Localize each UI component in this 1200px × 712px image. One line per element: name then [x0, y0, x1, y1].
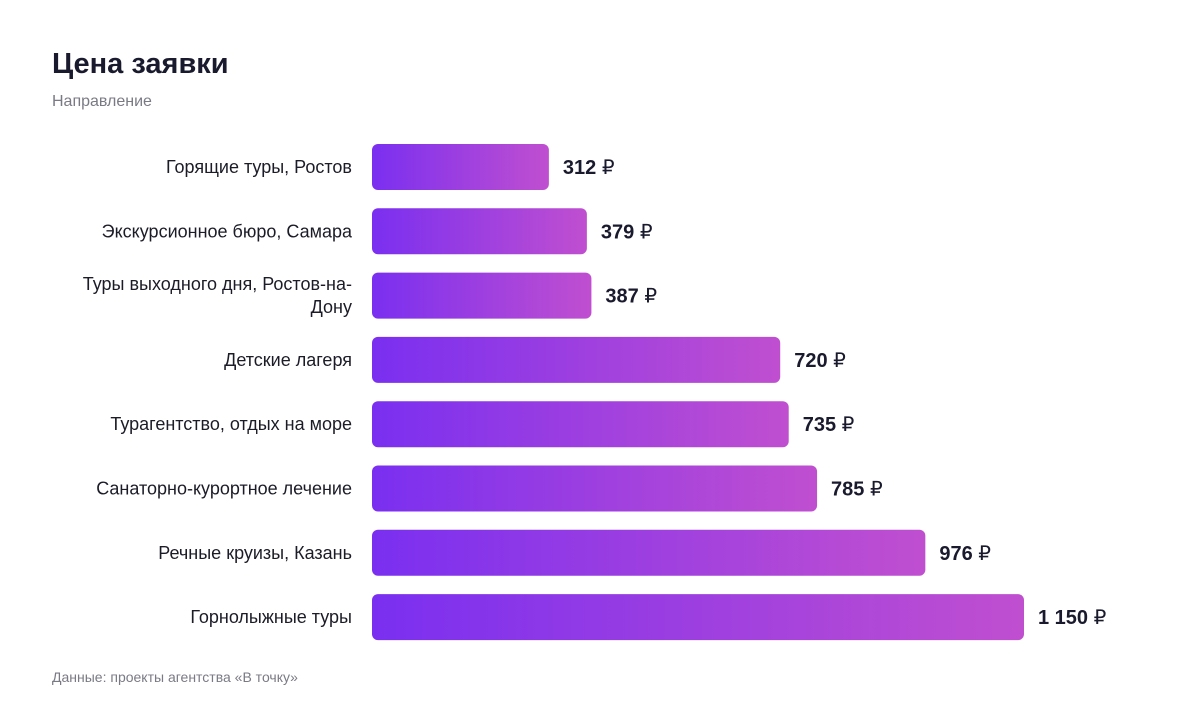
- bar-row: Речные круизы, Казань 976 ₽: [158, 529, 991, 576]
- currency-unit: ₽: [842, 414, 855, 436]
- currency-unit: ₽: [870, 479, 883, 501]
- bar: [372, 208, 587, 255]
- bar: [372, 594, 1024, 641]
- bar: [372, 336, 781, 383]
- bar-row: Детские лагеря 720 ₽: [224, 336, 846, 383]
- bar-row: Экскурсионное бюро, Самара 379 ₽: [102, 208, 653, 255]
- currency-unit: ₽: [1094, 607, 1107, 629]
- category-label: Речные круизы, Казань: [158, 543, 352, 563]
- category-label: Горящие туры, Ростов: [166, 157, 352, 177]
- chart-subtitle: Направление: [52, 93, 152, 110]
- category-label: Туры выходного дня, Ростов-на-Дону: [83, 274, 352, 317]
- value-label: 976 ₽: [939, 543, 991, 565]
- bar-row: Турагентство, отдых на море 735 ₽: [110, 401, 855, 448]
- value-label: 312 ₽: [563, 157, 615, 179]
- bar-row: Санаторно-курортное лечение 785 ₽: [96, 465, 883, 512]
- bar: [372, 401, 789, 448]
- bar-row: Туры выходного дня, Ростов-на-Дону 387 ₽: [83, 272, 657, 319]
- value-label: 785 ₽: [831, 479, 883, 501]
- currency-unit: ₽: [640, 221, 653, 243]
- category-label: Экскурсионное бюро, Самара: [102, 221, 353, 241]
- category-label: Горнолыжные туры: [190, 607, 352, 627]
- bar: [372, 529, 926, 576]
- data-source-note: Данные: проекты агентства «В точку»: [52, 669, 298, 685]
- value-label: 387 ₽: [605, 286, 657, 308]
- bar: [372, 272, 592, 319]
- currency-unit: ₽: [602, 157, 615, 179]
- category-label: Детские лагеря: [224, 350, 352, 370]
- bars-group: Горящие туры, Ростов 312 ₽ Экскурсионное б…: [83, 144, 1107, 641]
- value-label: 720 ₽: [794, 350, 846, 372]
- category-label: Турагентство, отдых на море: [110, 414, 352, 434]
- chart-title: Цена заявки: [52, 48, 229, 80]
- bar-row: Горнолыжные туры 1 150 ₽: [190, 594, 1107, 641]
- currency-unit: ₽: [644, 286, 657, 308]
- currency-unit: ₽: [833, 350, 846, 372]
- currency-unit: ₽: [978, 543, 991, 565]
- value-label: 735 ₽: [803, 414, 855, 436]
- bar: [372, 465, 818, 512]
- value-label: 1 150 ₽: [1038, 607, 1107, 629]
- value-label: 379 ₽: [601, 221, 653, 243]
- bar: [372, 144, 549, 190]
- bar-row: Горящие туры, Ростов 312 ₽: [166, 144, 615, 190]
- category-label: Санаторно-курортное лечение: [96, 479, 352, 499]
